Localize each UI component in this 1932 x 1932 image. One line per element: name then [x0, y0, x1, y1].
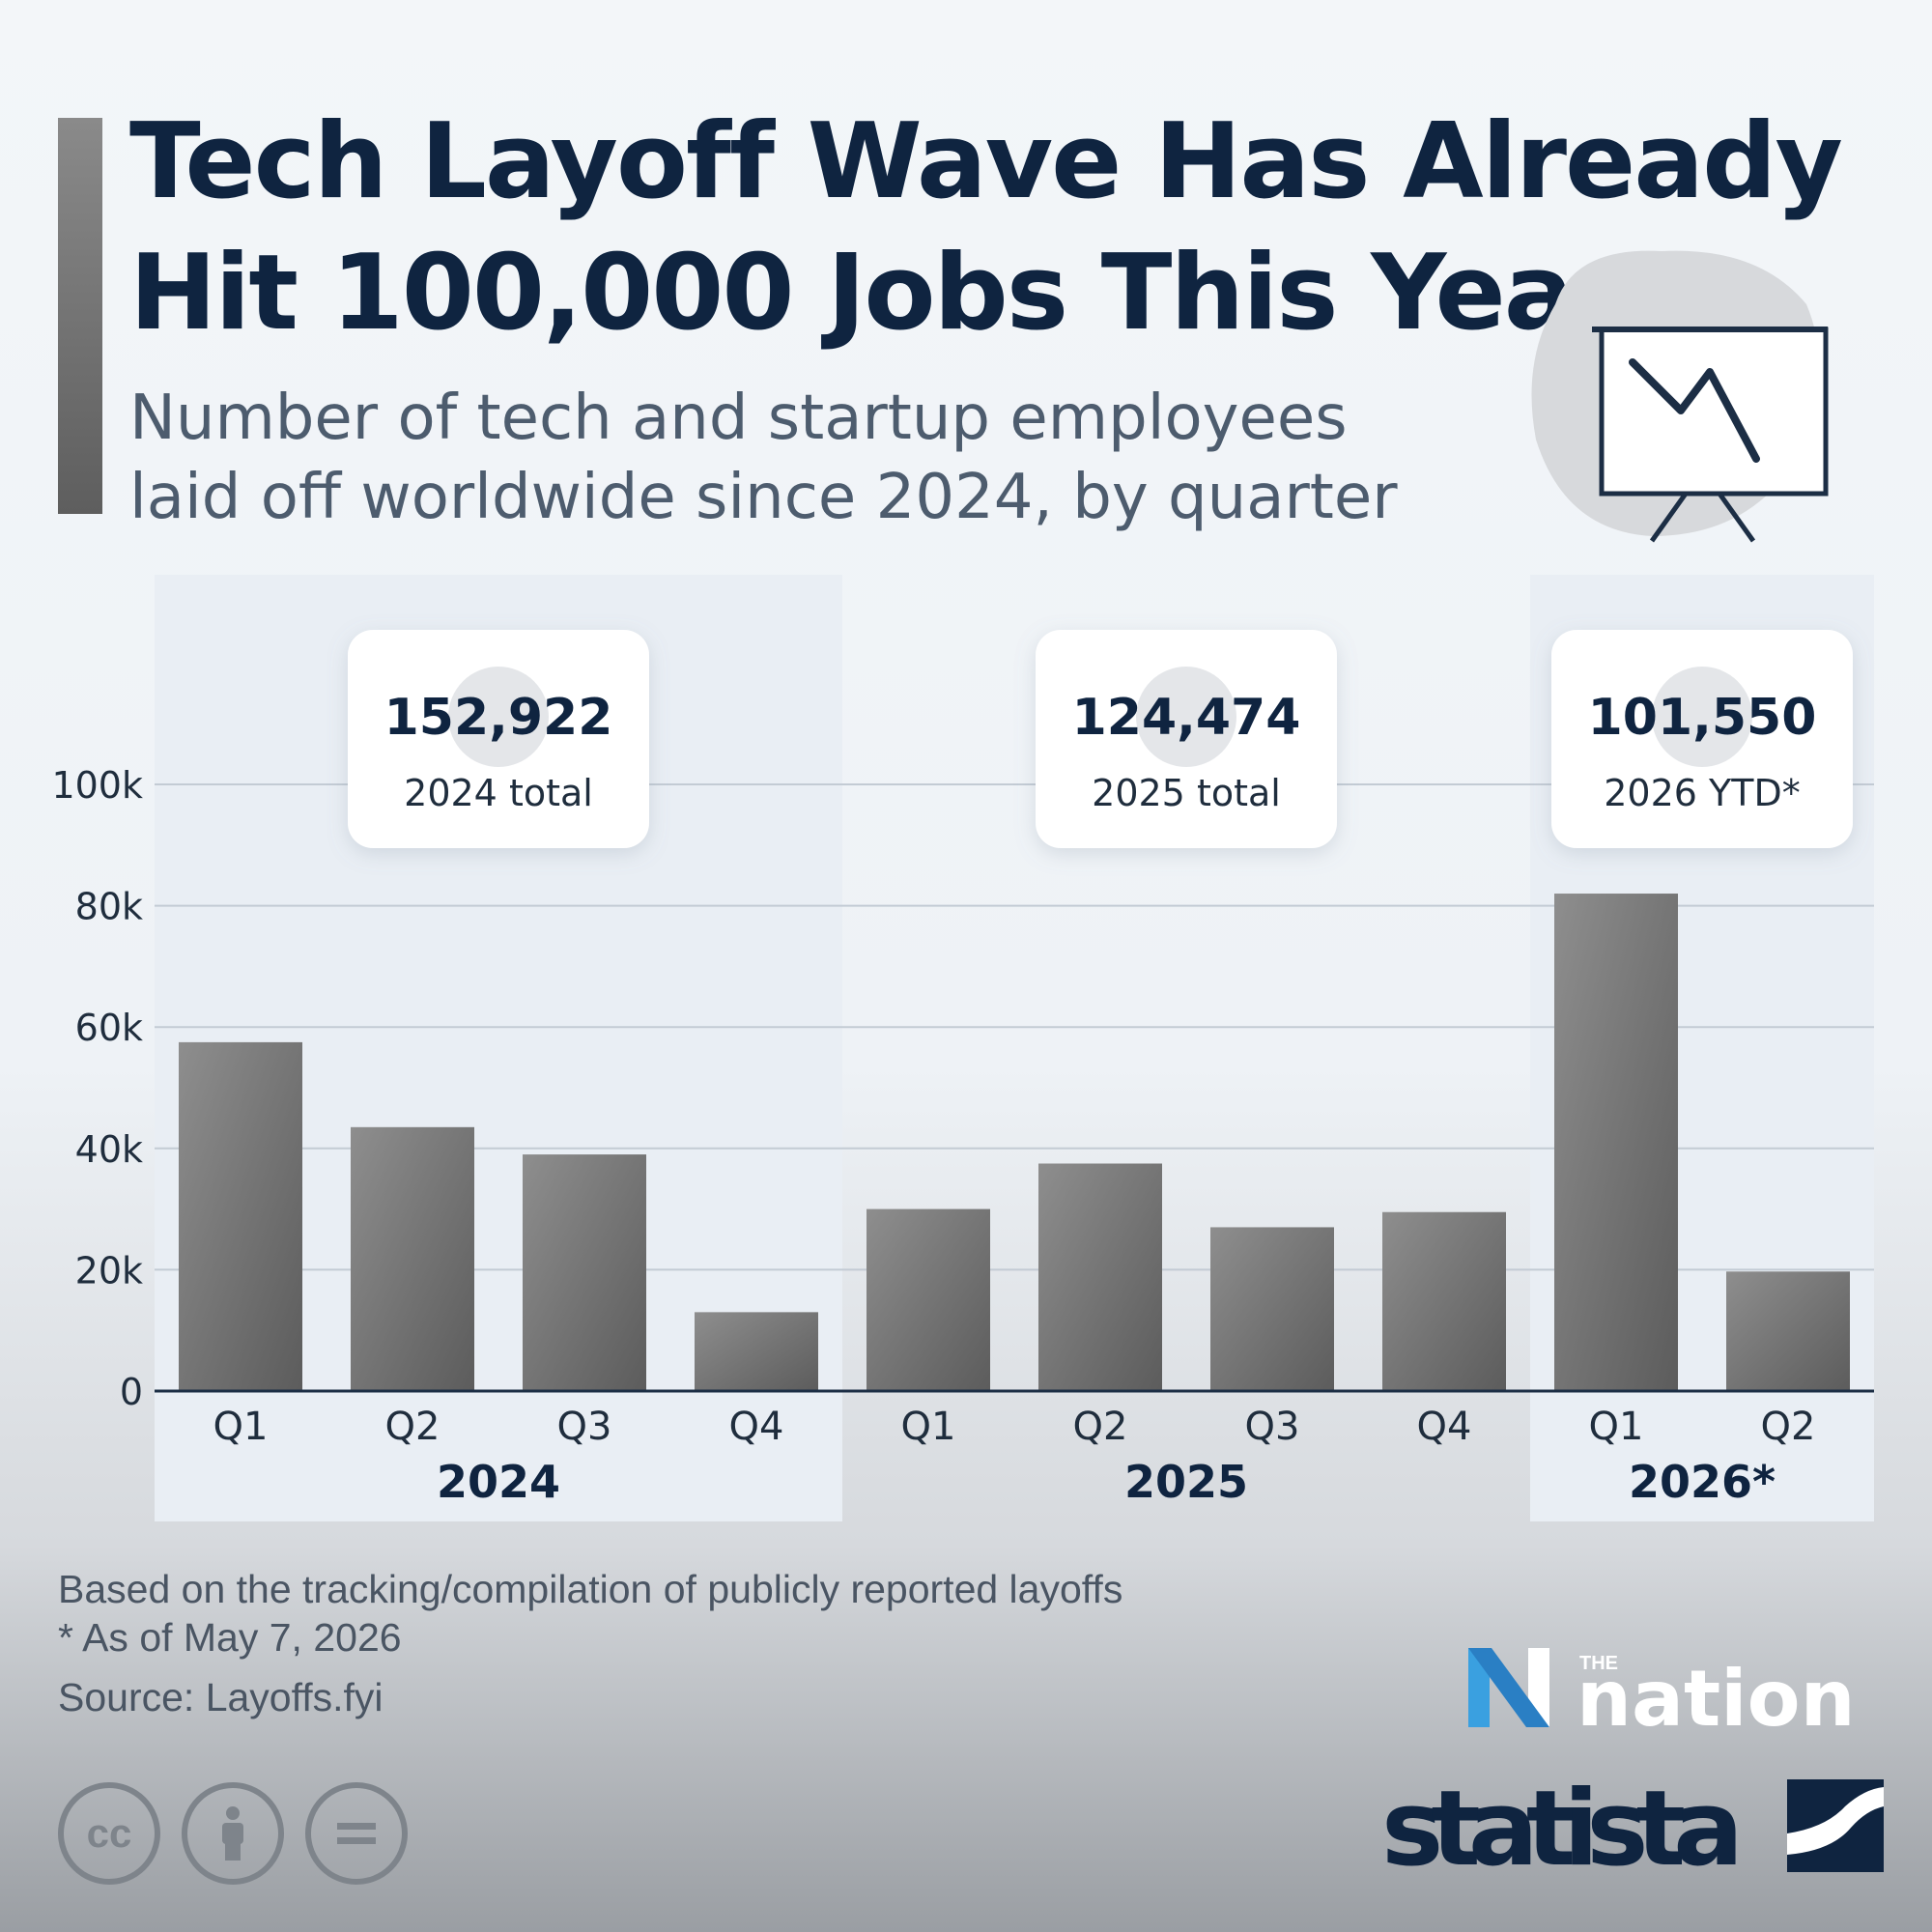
bar	[695, 1312, 818, 1391]
nation-wordmark: nation	[1577, 1654, 1856, 1734]
year-group-label: 2026*	[1629, 1456, 1776, 1508]
callout-label: 2025 total	[1092, 772, 1281, 814]
y-tick-label: 60k	[75, 1007, 143, 1049]
presentation-board-icon	[1531, 250, 1829, 543]
bar	[351, 1126, 474, 1391]
statista-logo[interactable]: statista	[1381, 1768, 1893, 1884]
creative-commons-icon[interactable]: cc	[58, 1782, 160, 1885]
callout-value: 152,922	[384, 689, 613, 747]
bar	[1382, 1211, 1506, 1391]
y-tick-label: 100k	[51, 764, 143, 807]
x-tick-label: Q2	[1761, 1405, 1816, 1449]
the-nation-logo[interactable]: THE nation	[1468, 1642, 1884, 1734]
statista-wordmark: statista	[1381, 1769, 1744, 1884]
statista-mark-icon	[1787, 1779, 1884, 1872]
footer-asterisk-note: * As of May 7, 2026	[58, 1615, 402, 1660]
bar	[1210, 1227, 1334, 1391]
callout-decoration-icon	[1136, 667, 1236, 767]
x-tick-label: Q2	[385, 1405, 440, 1449]
x-tick-label: Q1	[901, 1405, 956, 1449]
bar	[1554, 894, 1678, 1391]
x-tick-label: Q4	[729, 1405, 784, 1449]
x-tick-label: Q4	[1417, 1405, 1472, 1449]
callout-label: 2024 total	[404, 772, 593, 814]
callout-label: 2026 YTD*	[1604, 772, 1800, 814]
accent-bar	[58, 118, 102, 514]
bar	[523, 1154, 646, 1391]
license-icons: cc	[58, 1782, 408, 1885]
subtitle-line-1: Number of tech and startup employees	[129, 383, 1348, 454]
y-tick-label: 40k	[75, 1128, 143, 1171]
year-group-label: 2025	[1124, 1456, 1248, 1508]
bar-chart: 0 20k 40k 60k 80k 100k Q1 Q2 Q3 Q4 Q1 Q2 Q3 Q4 Q1 Q2 202…	[51, 575, 1874, 1521]
x-tick-label: Q3	[557, 1405, 612, 1449]
x-tick-label: Q1	[1589, 1405, 1644, 1449]
callout-decoration-icon	[1652, 667, 1752, 767]
x-tick-label: Q1	[213, 1405, 269, 1449]
subtitle-line-2: laid off worldwide since 2024, by quarte…	[129, 462, 1398, 533]
y-tick-label: 20k	[75, 1249, 143, 1292]
callout-value: 101,550	[1588, 689, 1817, 747]
y-tick-label: 80k	[75, 886, 143, 928]
no-derivatives-icon[interactable]	[305, 1782, 408, 1885]
bar	[1038, 1163, 1162, 1391]
nation-small-label: THE	[1579, 1653, 1618, 1674]
footer-note: Based on the tracking/compilation of pub…	[58, 1567, 1123, 1611]
title-line-1: Tech Layoff Wave Has Already	[129, 101, 1843, 222]
callout-decoration-icon	[448, 667, 549, 767]
bar	[867, 1208, 990, 1391]
x-tick-label: Q2	[1073, 1405, 1128, 1449]
bar	[179, 1041, 302, 1391]
nation-n-mark-icon	[1468, 1648, 1549, 1727]
x-tick-label: Q3	[1245, 1405, 1300, 1449]
chart-title: Tech Layoff Wave Has Already Hit 100,000…	[129, 97, 1849, 359]
y-tick-label: 0	[120, 1371, 143, 1413]
callout-value: 124,474	[1072, 689, 1301, 747]
title-line-2: Hit 100,000 Jobs This Year	[129, 233, 1624, 354]
year-group-label: 2024	[437, 1456, 560, 1508]
source-link[interactable]: Source: Layoffs.fyi	[58, 1675, 384, 1719]
attribution-person-icon[interactable]	[182, 1782, 284, 1885]
chart-subtitle: Number of tech and startup employees lai…	[129, 379, 1482, 537]
bar	[1726, 1271, 1850, 1391]
